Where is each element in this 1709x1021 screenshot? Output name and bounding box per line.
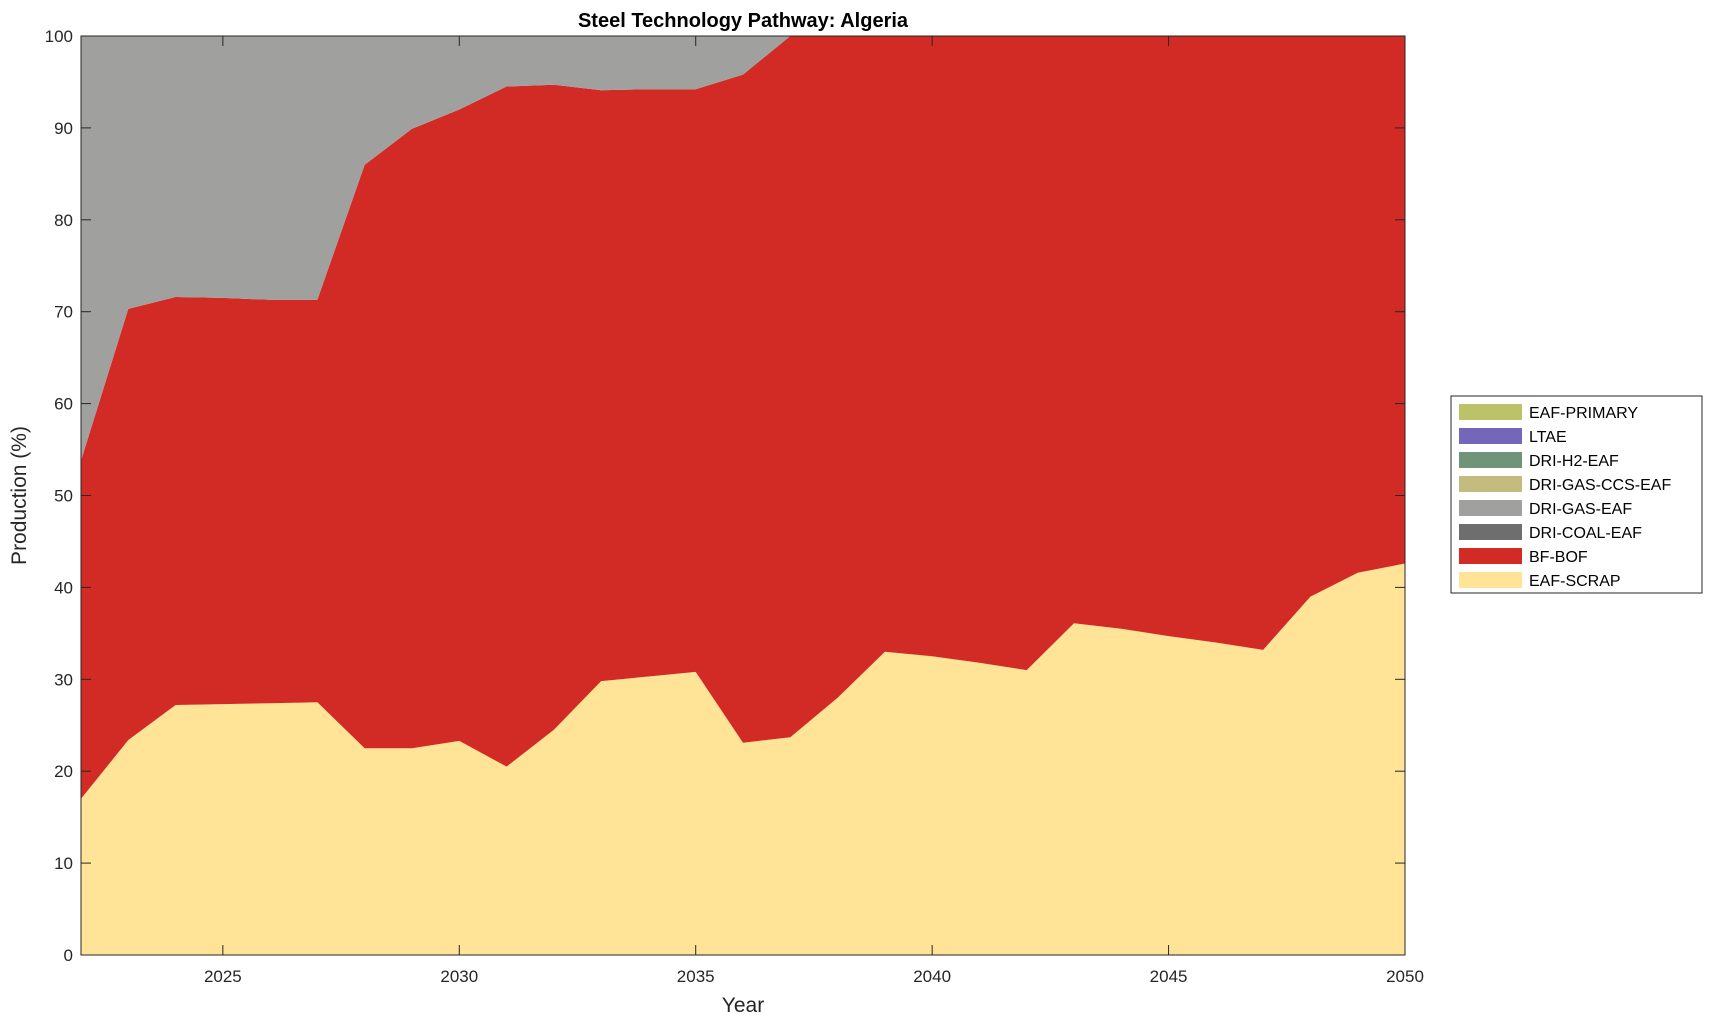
x-axis-label: Year xyxy=(722,994,764,1017)
legend-swatch xyxy=(1459,524,1522,540)
y-tick-label: 90 xyxy=(54,119,73,138)
legend-swatch xyxy=(1459,548,1522,564)
legend-label: DRI-H2-EAF xyxy=(1529,453,1619,470)
legend-label: EAF-PRIMARY xyxy=(1529,405,1638,422)
chart-title: Steel Technology Pathway: Algeria xyxy=(578,10,909,32)
y-tick-label: 70 xyxy=(54,303,73,322)
y-axis: 0 10 20 30 40 50 60 70 80 90 100 xyxy=(45,27,1405,965)
y-tick-label: 20 xyxy=(54,762,73,781)
x-axis: 2025 2030 2035 2040 2045 2050 xyxy=(204,36,1424,986)
legend-swatch xyxy=(1459,500,1522,516)
legend-label: DRI-GAS-CCS-EAF xyxy=(1529,477,1671,494)
legend-swatch xyxy=(1459,476,1522,492)
y-tick-label: 60 xyxy=(54,395,73,414)
legend-swatch xyxy=(1459,404,1522,420)
x-tick-label: 2045 xyxy=(1150,967,1188,986)
area-layers xyxy=(81,36,1405,955)
x-tick-label: 2030 xyxy=(440,967,478,986)
legend-label: DRI-COAL-EAF xyxy=(1529,525,1642,542)
legend: EAF-PRIMARY LTAE DRI-H2-EAF DRI-GAS-CCS-EAF… xyxy=(1450,395,1703,594)
area-bf-bof xyxy=(81,36,1405,799)
y-tick-label: 0 xyxy=(64,946,73,965)
y-tick-label: 30 xyxy=(54,670,73,689)
x-tick-label: 2050 xyxy=(1386,967,1424,986)
y-tick-label: 40 xyxy=(54,578,73,597)
y-tick-label: 80 xyxy=(54,211,73,230)
legend-label: DRI-GAS-EAF xyxy=(1529,501,1632,518)
area-eaf-scrap xyxy=(81,563,1405,955)
legend-label: LTAE xyxy=(1529,429,1567,446)
area-dri-gas-eaf xyxy=(81,36,1405,461)
y-tick-label: 50 xyxy=(54,487,73,506)
x-tick-label: 2040 xyxy=(913,967,951,986)
x-tick-label: 2025 xyxy=(204,967,242,986)
y-tick-label: 10 xyxy=(54,854,73,873)
legend-label: EAF-SCRAP xyxy=(1529,573,1621,590)
legend-label: BF-BOF xyxy=(1529,549,1588,566)
legend-swatch xyxy=(1459,428,1522,444)
legend-swatch xyxy=(1459,572,1522,588)
y-tick-label: 100 xyxy=(45,27,73,46)
legend-swatch xyxy=(1459,452,1522,468)
x-tick-label: 2035 xyxy=(677,967,715,986)
y-axis-label: Production (%) xyxy=(8,426,31,565)
